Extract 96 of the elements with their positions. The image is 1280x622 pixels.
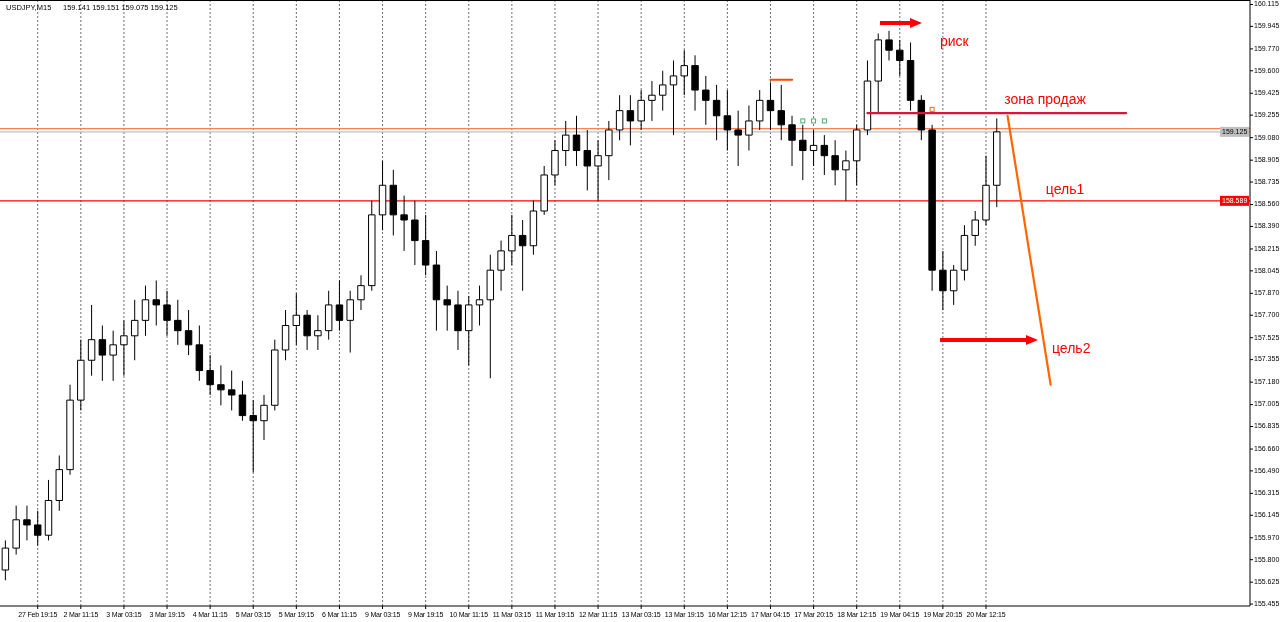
- candlestick: [896, 39, 904, 77]
- candlestick: [249, 399, 257, 473]
- candlestick: [551, 139, 559, 186]
- candlestick: [874, 32, 882, 113]
- candlestick: [993, 117, 1001, 208]
- candlestick: [303, 309, 311, 351]
- candlestick: [702, 75, 710, 126]
- candlestick: [831, 139, 839, 186]
- candlestick: [982, 155, 990, 226]
- candlestick: [518, 219, 527, 292]
- candlestick: [443, 285, 451, 332]
- candlestick: [130, 299, 139, 361]
- candlestick: [680, 49, 688, 96]
- candlestick: [583, 129, 592, 191]
- candlestick: [206, 354, 214, 396]
- candlestick: [562, 120, 570, 167]
- candlestick: [368, 200, 376, 292]
- candlestick: [820, 134, 829, 176]
- candlestick: [939, 250, 947, 311]
- candlestick: [314, 314, 322, 351]
- candlestick: [755, 89, 764, 131]
- candlestick: [174, 299, 182, 346]
- candlestick: [605, 120, 613, 181]
- candlestick: [723, 89, 732, 152]
- candlestick: [260, 394, 268, 441]
- candlestick: [475, 285, 484, 327]
- candlestick: [346, 290, 354, 354]
- candlestick: [432, 250, 441, 332]
- candlestick: [23, 505, 31, 541]
- candlestick: [271, 339, 279, 411]
- candlestick: [195, 325, 204, 382]
- candlestick: [454, 290, 462, 351]
- candlestick: [648, 80, 656, 122]
- candlestick: [626, 94, 635, 146]
- candlestick: [658, 70, 667, 112]
- candlestick: [669, 59, 678, 136]
- candlestick: [12, 505, 20, 556]
- candlestick: [109, 330, 117, 382]
- candlestick: [917, 94, 926, 141]
- candlestick: [77, 339, 85, 411]
- candlestick: [411, 200, 419, 266]
- candlestick: [421, 214, 430, 276]
- candlestick: [734, 110, 742, 167]
- candlestick: [389, 169, 398, 236]
- candlestick: [508, 214, 516, 266]
- candlestick: [66, 384, 74, 476]
- candlestick: [777, 84, 785, 141]
- candlestick: [885, 30, 893, 61]
- candlestick: [98, 325, 107, 382]
- candlestick: [217, 364, 225, 406]
- candlestick: [788, 115, 796, 167]
- candlestick: [949, 264, 958, 306]
- candlestick: [572, 115, 581, 167]
- candlestick: [465, 295, 473, 366]
- candlestick: [852, 124, 861, 186]
- candlestick: [863, 59, 872, 136]
- annotation: зона продаж: [1004, 90, 1087, 107]
- candlestick: [335, 279, 344, 332]
- candlestick: [971, 210, 979, 247]
- candlestick: [529, 200, 538, 256]
- candlestick: [766, 81, 775, 131]
- candlestick: [637, 89, 645, 131]
- candlestick: [906, 41, 915, 112]
- candlestick: [960, 224, 969, 281]
- candlestick: [809, 129, 818, 167]
- candlestick: [44, 479, 53, 541]
- candlestick: [745, 105, 753, 152]
- candlestick: [712, 84, 721, 141]
- candlestick: [594, 139, 602, 202]
- candlestick: [928, 124, 936, 292]
- candlestick: [842, 150, 850, 202]
- candlestick: [799, 124, 807, 181]
- annotation: цель1: [1045, 180, 1085, 197]
- candlestick: [281, 309, 290, 361]
- candlestick: [87, 304, 96, 377]
- candlestick: [378, 160, 387, 231]
- candlestick: [400, 195, 408, 252]
- candlestick: [497, 240, 505, 292]
- candlestick: [540, 165, 548, 216]
- candlestick: [33, 510, 42, 547]
- candlestick: [486, 254, 495, 379]
- candlestick: [292, 292, 301, 346]
- candlestick: [55, 454, 63, 512]
- candlestick: [152, 279, 160, 327]
- candlestick: [141, 285, 150, 337]
- candlestick: [227, 370, 236, 411]
- candlestick: [691, 54, 699, 112]
- annotation: риск: [940, 32, 970, 49]
- candlestick: [357, 274, 365, 311]
- candlestick: [184, 309, 193, 356]
- candlestick: [324, 290, 333, 341]
- candlestick: [120, 319, 128, 377]
- candlestick: [615, 94, 624, 141]
- candlestick: [238, 380, 247, 422]
- annotation: цель2: [1052, 339, 1091, 356]
- candlestick: [163, 290, 171, 337]
